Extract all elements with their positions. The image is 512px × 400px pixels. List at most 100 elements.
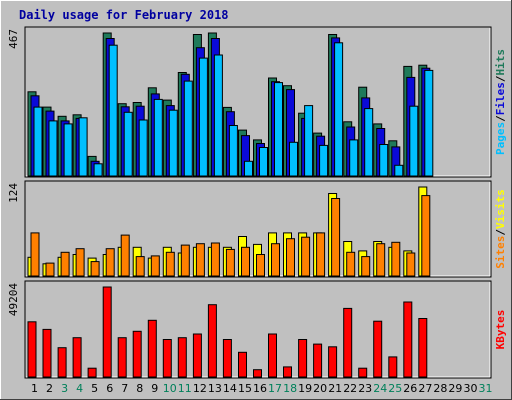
bar-sites-day-7 xyxy=(120,234,130,277)
x-tick-label-day-8: 8 xyxy=(136,382,143,395)
bar-kbytes-day-1 xyxy=(27,321,37,378)
legend-part-pages: Pages xyxy=(494,122,507,155)
bar-kbytes-day-25 xyxy=(388,356,398,378)
panel-ymax-label: 49204 xyxy=(7,283,20,316)
bar-pages-day-5 xyxy=(93,163,103,177)
bar-sites-day-3 xyxy=(60,251,70,277)
x-tick-label-day-13: 13 xyxy=(208,382,222,395)
bar-sites-day-18 xyxy=(286,238,295,277)
bar-pages-day-8 xyxy=(138,119,148,177)
x-tick-label-day-29: 29 xyxy=(448,382,462,395)
x-tick-label-day-19: 19 xyxy=(298,382,312,395)
bar-kbytes-day-2 xyxy=(42,328,52,378)
panel-kbytes: 49204 KBytes xyxy=(7,280,507,379)
x-tick-label-day-15: 15 xyxy=(238,382,252,395)
x-tick-label-day-16: 16 xyxy=(253,382,267,395)
x-tick-label-day-1: 1 xyxy=(31,382,38,395)
bar-pages-day-7 xyxy=(123,111,133,177)
bar-sites-day-10 xyxy=(165,251,175,277)
bar-pages-day-10 xyxy=(168,109,178,177)
x-tick-label-day-12: 12 xyxy=(193,382,207,395)
bar-pages-day-27 xyxy=(424,69,434,177)
bar-sites-day-11 xyxy=(180,244,190,277)
panels-layer: 467Pages/Files/Hits124Sites/Visits49204K… xyxy=(7,26,507,379)
bar-sites-day-23 xyxy=(361,256,371,277)
x-tick-label-day-3: 3 xyxy=(61,382,68,395)
bar-kbytes-day-12 xyxy=(192,333,202,378)
bar-kbytes-day-21 xyxy=(328,346,338,378)
bar-kbytes-day-6 xyxy=(102,286,112,378)
bar-kbytes-day-26 xyxy=(403,301,413,378)
bar-pages-day-25 xyxy=(394,164,404,177)
x-tick-label-day-22: 22 xyxy=(343,382,357,395)
bar-kbytes-day-24 xyxy=(373,320,383,378)
bar-kbytes-day-18 xyxy=(283,366,292,378)
bar-pages-day-20 xyxy=(319,144,329,177)
bar-pages-day-19 xyxy=(304,105,314,177)
x-tick-label-day-17: 17 xyxy=(268,382,282,395)
bar-sites-day-26 xyxy=(406,252,416,277)
bar-kbytes-day-5 xyxy=(87,367,97,378)
bar-sites-day-16 xyxy=(256,254,265,277)
bar-pages-day-6 xyxy=(108,44,118,177)
panel-ymax-label: 124 xyxy=(7,183,20,203)
bar-kbytes-day-10 xyxy=(162,339,172,378)
panel-legend-label: Pages/Files/Hits xyxy=(494,49,507,155)
series-sites xyxy=(30,195,431,277)
bar-pages-day-21 xyxy=(334,42,344,177)
x-tick-label-day-23: 23 xyxy=(358,382,372,395)
bar-sites-day-21 xyxy=(331,198,341,277)
bar-kbytes-day-4 xyxy=(72,337,82,378)
bar-pages-day-16 xyxy=(259,147,268,177)
bar-pages-day-15 xyxy=(244,160,253,177)
x-tick-label-day-6: 6 xyxy=(106,382,113,395)
bar-sites-day-14 xyxy=(225,248,235,277)
bar-kbytes-day-20 xyxy=(313,343,323,378)
bar-sites-day-8 xyxy=(135,256,145,277)
legend-part-sites: Sites xyxy=(494,236,507,269)
x-tick-label-day-11: 11 xyxy=(178,382,192,395)
series-kbytes xyxy=(27,286,428,378)
legend-part-separator: / xyxy=(494,229,507,236)
bar-pages-day-2 xyxy=(48,120,58,177)
bar-pages-day-14 xyxy=(228,125,238,177)
bar-pages-day-13 xyxy=(213,54,223,177)
bar-sites-day-15 xyxy=(241,246,250,277)
x-tick-label-day-5: 5 xyxy=(91,382,98,395)
bar-sites-day-2 xyxy=(45,262,55,277)
x-tick-label-day-18: 18 xyxy=(283,382,297,395)
bar-kbytes-day-9 xyxy=(147,319,157,378)
x-tick-label-day-27: 27 xyxy=(418,382,432,395)
bar-kbytes-day-14 xyxy=(222,339,232,378)
x-tick-label-day-9: 9 xyxy=(151,382,158,395)
bar-kbytes-day-11 xyxy=(177,337,187,378)
bar-pages-day-22 xyxy=(349,139,359,177)
x-tick-label-day-2: 2 xyxy=(46,382,53,395)
bar-pages-day-23 xyxy=(364,108,374,177)
bar-sites-day-22 xyxy=(346,251,356,277)
bar-sites-day-4 xyxy=(75,248,85,277)
bar-kbytes-day-17 xyxy=(268,333,277,378)
bar-kbytes-day-23 xyxy=(358,367,368,378)
bar-sites-day-12 xyxy=(195,243,205,277)
bar-pages-day-4 xyxy=(78,117,88,177)
x-tick-label-day-26: 26 xyxy=(403,382,417,395)
bar-sites-day-9 xyxy=(150,255,160,277)
legend-part-files: Files xyxy=(494,82,507,115)
bar-kbytes-day-8 xyxy=(132,330,142,378)
bar-pages-day-24 xyxy=(379,144,389,177)
legend-part-kbytes: KBytes xyxy=(494,310,507,350)
panel-legend-label: KBytes xyxy=(494,310,507,350)
bar-sites-day-13 xyxy=(210,242,220,277)
bar-pages-day-18 xyxy=(289,141,298,177)
x-axis-labels: 1 2 3 4 5 6 7 8 9 10 11 12 13 14 15 16 17 18 19 20 21 22 23 24 2… xyxy=(31,382,493,395)
panel-ymax-label: 467 xyxy=(7,29,20,49)
bar-pages-day-17 xyxy=(274,82,283,177)
bar-sites-day-24 xyxy=(376,243,386,277)
bar-sites-day-20 xyxy=(316,232,326,277)
legend-part-separator: / xyxy=(494,115,507,122)
bar-pages-day-1 xyxy=(33,106,43,177)
bar-pages-day-26 xyxy=(409,105,419,177)
panel-plot-area xyxy=(24,280,492,379)
